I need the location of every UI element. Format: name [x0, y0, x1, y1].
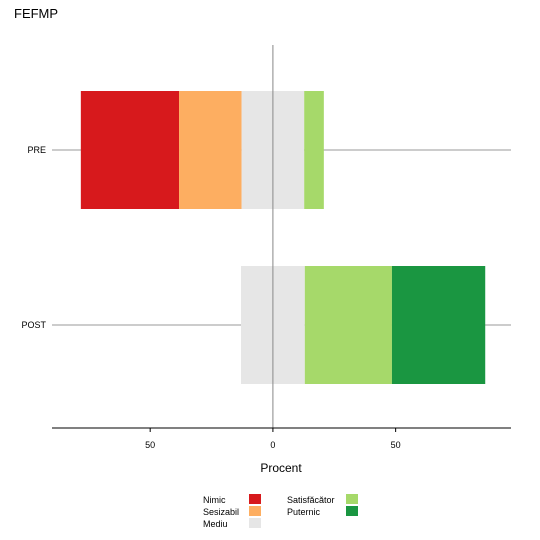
bar-post-5 — [391, 266, 486, 384]
bar-post-4 — [304, 266, 392, 384]
legend-label: Nimic — [203, 495, 226, 505]
y-axis: PRE POST — [21, 145, 46, 330]
legend-swatch — [249, 494, 261, 504]
x-axis-label: Procent — [260, 461, 302, 475]
x-tick-label: 0 — [270, 440, 275, 450]
chart-title: FEFMP — [14, 6, 58, 21]
legend-swatch — [346, 494, 358, 504]
x-tick-label: 50 — [391, 440, 401, 450]
x-tick-label: 50 — [145, 440, 155, 450]
legend-label: Sesizabil — [203, 507, 239, 517]
legend-swatch — [346, 506, 358, 516]
legend-label: Mediu — [203, 519, 228, 529]
bar-pre-1 — [80, 91, 180, 209]
x-axis: 50 0 50 — [52, 427, 511, 450]
plot-area — [52, 45, 511, 428]
legend-swatch — [249, 506, 261, 516]
legend-label: Satisfăcător — [287, 495, 335, 505]
legend: Nimic Sesizabil Mediu Satisfăcător Puternic — [203, 494, 358, 529]
bar-pre-4 — [304, 91, 324, 209]
legend-label: Puternic — [287, 507, 321, 517]
bar-pre-2 — [179, 91, 242, 209]
y-tick-label-post: POST — [21, 320, 46, 330]
y-tick-label-pre: PRE — [27, 145, 46, 155]
legend-swatch — [249, 518, 261, 528]
